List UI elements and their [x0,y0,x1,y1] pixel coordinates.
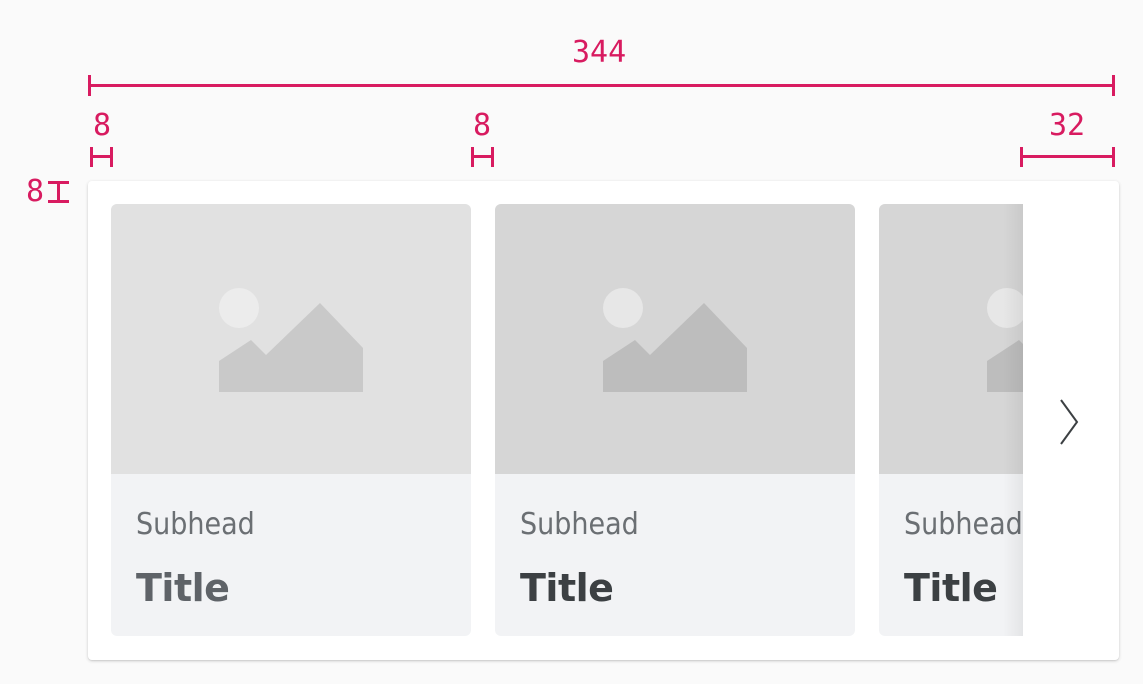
card-subhead: Subhead [520,507,639,542]
next-button[interactable] [1053,391,1083,451]
peek-width-label: 32 [1049,108,1086,143]
total-width-line [88,84,1115,87]
total-width-label: 344 [572,35,627,70]
image-placeholder-icon [987,288,1023,392]
total-width-tick-left [88,75,91,96]
carousel-track: Subhead Title Subhead Title Subhead Titl [88,181,1023,660]
card-item[interactable]: Subhead Title [111,204,471,636]
top-padding-cap-bottom [48,200,69,203]
card-subhead: Subhead [136,507,255,542]
peek-edge-shadow [1003,204,1023,636]
left-padding-label: 8 [93,108,112,143]
card-item[interactable]: Subhead Title [495,204,855,636]
card-media [879,204,1023,474]
chevron-right-icon [1060,399,1079,445]
card-title: Title [520,566,614,610]
total-width-tick-right [1112,75,1115,96]
gap-line [471,155,494,158]
card-carousel: Subhead Title Subhead Title Subhead Titl [88,181,1119,660]
card-media [111,204,471,474]
image-placeholder-icon [219,288,363,392]
top-padding-label: 8 [26,174,45,209]
card-title: Title [136,566,230,610]
gap-label: 8 [473,108,492,143]
card-title: Title [904,566,998,610]
card-item[interactable]: Subhead Title [879,204,1023,636]
peek-width-tick-right [1112,147,1115,167]
top-padding-line [57,181,60,202]
left-padding-tick-left [90,147,93,167]
gap-tick-right [491,147,494,167]
card-subhead: Subhead [904,507,1023,542]
gap-tick-left [471,147,474,167]
left-padding-tick-right [110,147,113,167]
peek-width-line [1020,155,1115,158]
image-placeholder-icon [603,288,747,392]
peek-width-tick-left [1020,147,1023,167]
card-media [495,204,855,474]
left-padding-line [90,155,113,158]
